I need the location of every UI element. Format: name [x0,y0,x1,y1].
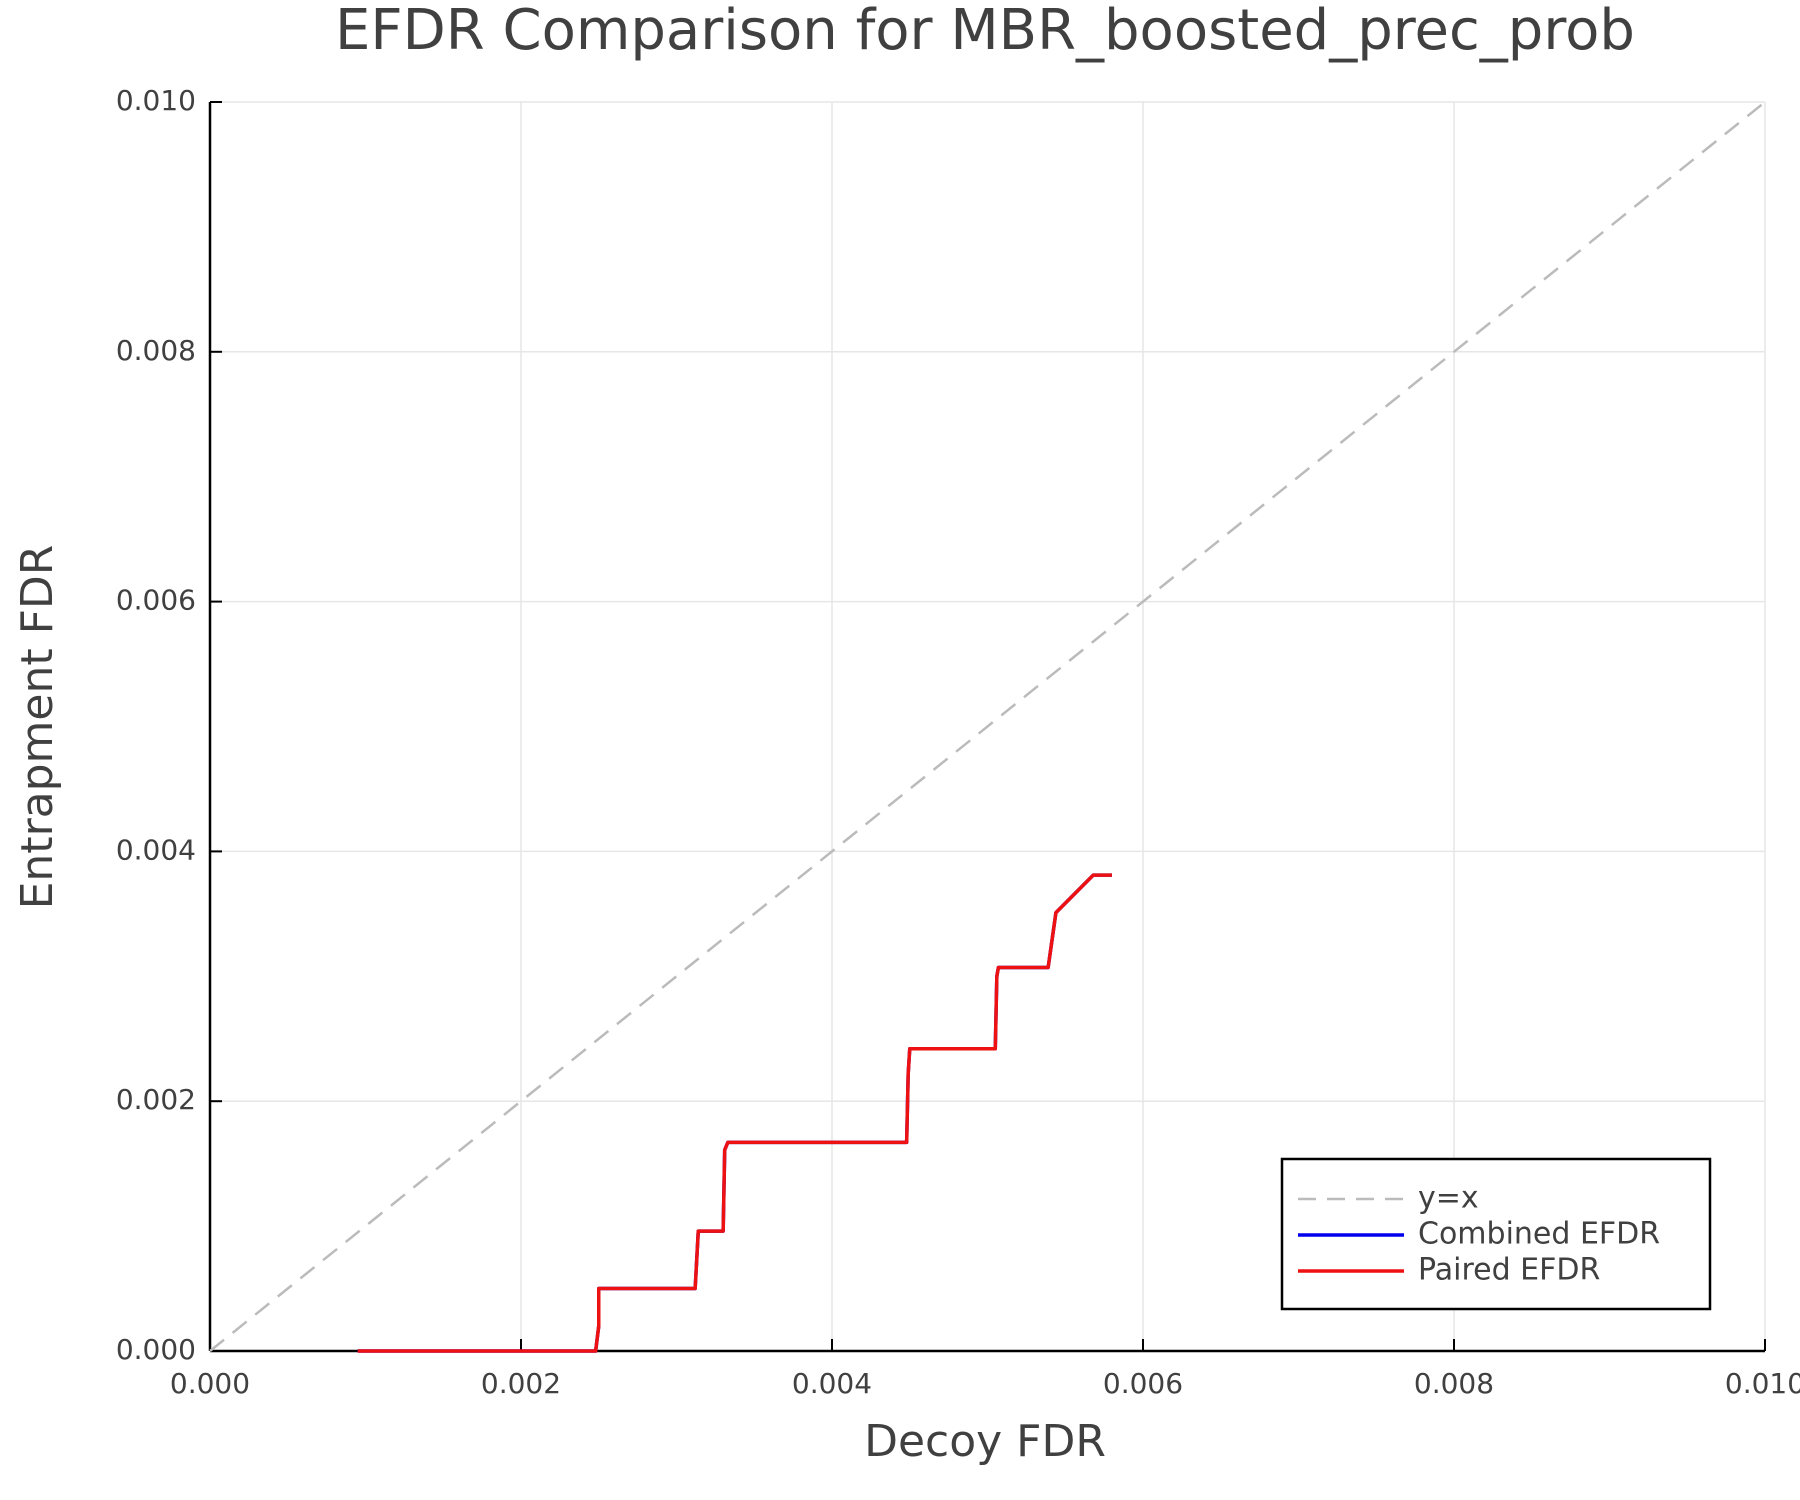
legend-label: Combined EFDR [1418,1217,1660,1252]
chart-title: EFDR Comparison for MBR_boosted_prec_pro… [335,0,1635,63]
data-line [209,101,1766,1352]
x-axis-label: Decoy FDR [864,1416,1106,1467]
y-tick-label: 0.006 [116,584,196,617]
data-line [357,873,1112,1353]
x-tick-label: 0.000 [170,1367,250,1400]
legend-label: Paired EFDR [1418,1253,1600,1288]
x-tick-label: 0.004 [792,1367,872,1400]
y-axis-label: Entrapment FDR [12,545,63,910]
x-tick-label: 0.008 [1414,1367,1494,1400]
data-line [357,873,1112,1353]
y-tick-label: 0.008 [116,334,196,367]
y-tick-label: 0.004 [116,833,196,866]
legend-label: y=x [1418,1181,1479,1216]
x-tick-label: 0.002 [481,1367,561,1400]
x-tick-label: 0.006 [1103,1367,1183,1400]
x-tick-label: 0.010 [1725,1367,1800,1400]
y-tick-label: 0.010 [116,84,196,117]
y-tick-label: 0.000 [116,1333,196,1366]
y-tick-label: 0.002 [116,1083,196,1116]
